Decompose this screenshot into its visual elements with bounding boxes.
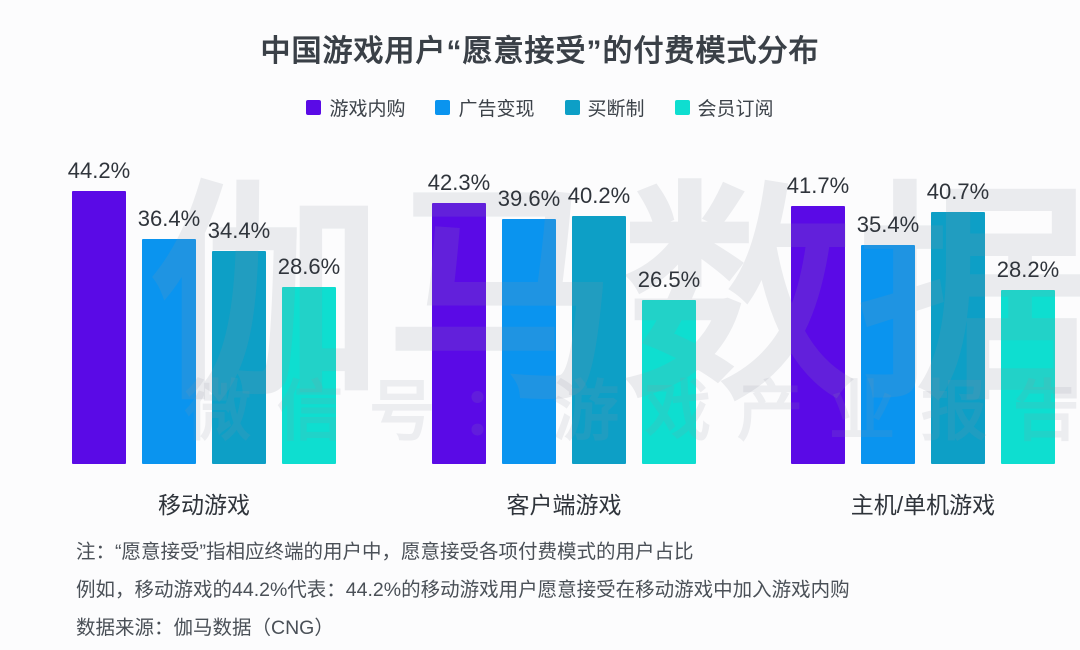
legend-label: 会员订阅 [697,99,774,120]
legend-label: 游戏内购 [329,99,406,120]
footnote-example: 例如，移动游戏的44.2%代表：44.2%的移动游戏用户愿意接受在移动游戏中加入… [76,579,850,601]
chart-title: 中国游戏用户“愿意接受”的付费模式分布 [260,35,820,68]
category-label-1: 移动游戏 [158,492,250,518]
bar-value-group1-series4: 28.6% [277,254,341,279]
legend-label: 广告变现 [458,99,535,120]
legend-swatch-icon [306,100,322,115]
bar-group1-series3 [212,251,266,464]
bar-group1-series2 [142,239,196,464]
bar-group1-series1 [72,191,126,464]
legend-swatch-icon [564,100,580,115]
chart-legend: 游戏内购 广告变现 买断制 会员订阅 [0,94,1080,121]
footnotes: 注：“愿意接受”指相应终端的用户中，愿意接受各项付费模式的用户占比 例如，移动游… [76,533,1036,647]
footnote-data-source: 数据来源：伽马数据（CNG） [76,617,334,639]
legend-swatch-icon [674,100,690,115]
bar-group3-series3 [931,212,985,464]
legend-item-2: 广告变现 [435,94,535,121]
bar-value-group3-series1: 41.7% [786,173,850,198]
bar-group3-series1 [791,206,845,464]
bar-group3-series4 [1001,290,1055,464]
bar-value-group3-series3: 40.7% [926,179,990,204]
category-label-3: 主机/单机游戏 [850,492,996,518]
legend-item-1: 游戏内购 [306,94,405,121]
legend-item-3: 买断制 [564,94,645,121]
category-label-2: 客户端游戏 [506,492,622,518]
legend-item-4: 会员订阅 [674,94,774,121]
bar-group3-series2 [861,245,915,464]
legend-label: 买断制 [587,99,645,120]
bar-value-group1-series2: 36.4% [137,206,201,231]
bar-group2-series2 [502,219,556,464]
bar-group2-series4 [642,300,696,464]
bar-value-group3-series2: 35.4% [856,212,920,237]
bar-group2-series1 [432,203,486,464]
bar-value-group1-series1: 44.2% [67,158,131,183]
bar-value-group1-series3: 34.4% [207,218,271,243]
footnote-definition: 注：“愿意接受”指相应终端的用户中，愿意接受各项付费模式的用户占比 [76,541,694,563]
bar-value-group2-series4: 26.5% [637,267,701,292]
bar-group1-series4 [282,287,336,464]
bar-group2-series3 [572,216,626,464]
bar-value-group2-series3: 40.2% [567,183,631,208]
bar-value-group3-series4: 28.2% [996,257,1060,282]
bar-value-group2-series2: 39.6% [497,186,561,211]
legend-swatch-icon [435,100,451,115]
bar-value-group2-series1: 42.3% [427,170,491,195]
